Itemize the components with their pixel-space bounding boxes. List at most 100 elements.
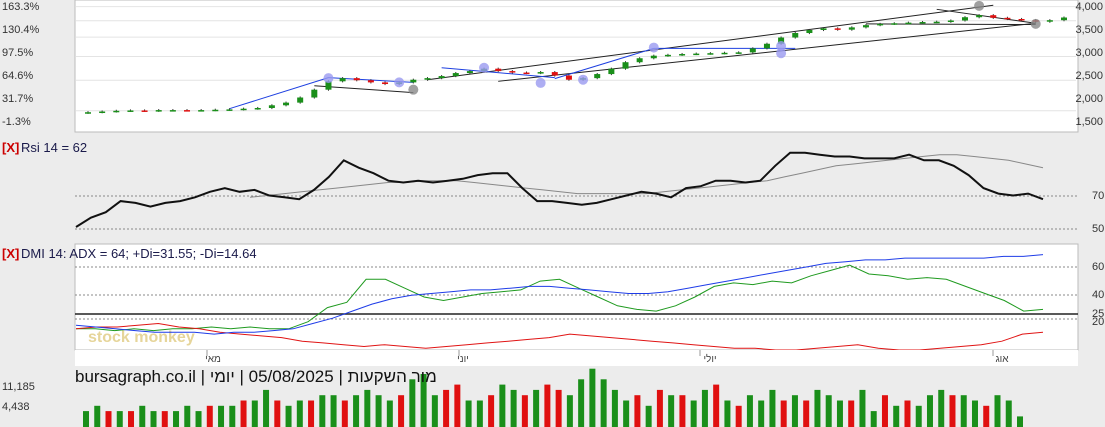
volume-bar — [431, 395, 438, 427]
volume-bar — [420, 374, 427, 427]
rsi-panel: [X] Rsi 14 = 62 70 50 — [2, 138, 1104, 240]
pattern-marker — [648, 42, 659, 53]
price-candle — [495, 67, 502, 73]
dmi-tick-20: 20 — [1092, 316, 1104, 328]
dmi-close-button[interactable]: [X] — [2, 246, 19, 261]
pattern-marker — [323, 73, 334, 84]
pattern-marker — [535, 77, 546, 88]
volume-bar — [274, 400, 281, 427]
price-candle — [382, 81, 389, 86]
volume-bar — [679, 395, 686, 427]
volume-bar — [161, 411, 168, 427]
rsi-ma-line — [249, 154, 1044, 198]
price-left-tick-4: 64.6% — [2, 70, 33, 82]
price-candle — [297, 96, 304, 104]
price-right-tick-3: 3,000 — [1075, 47, 1103, 59]
volume-bar — [589, 368, 596, 427]
volume-bar — [735, 405, 742, 427]
price-candle — [961, 16, 968, 22]
price-candle — [1004, 16, 1011, 21]
rsi-label: Rsi 14 = 62 — [21, 140, 87, 155]
price-candle — [721, 51, 728, 55]
price-candle — [85, 111, 91, 114]
volume-bar — [836, 400, 843, 427]
channel-upper-line — [427, 4, 994, 81]
volume-bar — [994, 395, 1001, 427]
volume-bar — [668, 395, 675, 427]
volume-bar — [443, 389, 450, 427]
volume-bar — [375, 395, 382, 427]
volume-bar — [386, 400, 393, 427]
price-candle — [113, 109, 120, 113]
rsi-tick-70: 70 — [1092, 190, 1104, 202]
volume-bar — [544, 384, 551, 427]
pattern-marker — [776, 41, 787, 52]
price-candle — [608, 67, 615, 76]
volume-bar — [915, 405, 922, 427]
rsi-line — [75, 151, 1044, 228]
price-candle — [452, 72, 459, 78]
volume-bar — [690, 400, 697, 427]
volume-bar — [881, 395, 888, 427]
price-right-tick-4: 2,500 — [1075, 70, 1103, 82]
price-candle — [834, 27, 841, 31]
volume-bar — [173, 411, 180, 427]
dmi-tick-40: 40 — [1092, 289, 1104, 301]
price-candle — [565, 74, 572, 81]
pattern-marker — [479, 62, 490, 73]
volume-bar — [510, 389, 517, 427]
volume-bar — [600, 379, 607, 427]
volume-bar — [105, 411, 112, 427]
volume-bar — [240, 400, 247, 427]
pattern-marker — [974, 0, 985, 11]
price-candle — [353, 77, 360, 82]
price-candle — [749, 47, 756, 54]
volume-bar — [859, 389, 866, 427]
volume-bar — [454, 384, 461, 427]
price-candle — [693, 52, 700, 56]
volume-bar — [701, 389, 708, 427]
volume-bar — [83, 411, 89, 427]
volume-bar — [971, 400, 978, 427]
volume-bar — [611, 389, 618, 427]
plus-di-line — [76, 264, 1044, 332]
volume-tick-1: 11,185 — [2, 381, 35, 393]
price-candle — [509, 70, 516, 74]
volume-tick-2: 4,438 — [2, 401, 30, 413]
price-candle — [551, 71, 558, 77]
price-candle — [523, 71, 530, 75]
info-line: bursagraph.co.il | מור השקעות | 05/08/20… — [75, 367, 437, 386]
price-left-tick-2: 130.4% — [2, 24, 40, 36]
volume-bar — [128, 411, 135, 427]
price-candle — [679, 52, 686, 56]
price-right-tick-2: 3,500 — [1075, 24, 1103, 36]
price-candle — [226, 108, 233, 111]
price-candle — [99, 110, 106, 114]
price-candle — [283, 101, 290, 107]
volume-bar — [330, 395, 337, 427]
volume-bar — [758, 400, 765, 427]
dmi-panel: stock monkey [X] DMI 14: ADX = 64; +Di=3… — [2, 243, 1104, 351]
volume-bar — [465, 400, 472, 427]
volume-bar — [949, 395, 956, 427]
watermark: stock monkey — [88, 329, 195, 346]
price-candle — [877, 22, 884, 27]
volume-bar — [184, 405, 191, 427]
volume-bar — [645, 405, 652, 427]
price-candle — [1018, 17, 1025, 22]
price-candle — [622, 61, 629, 70]
volume-bar — [634, 395, 641, 427]
volume-bar — [893, 405, 900, 427]
volume-bar — [139, 405, 146, 427]
volume-bar — [94, 405, 101, 427]
price-candle — [1046, 19, 1053, 23]
volume-bar — [746, 395, 753, 427]
volume-bar — [791, 395, 798, 427]
price-candle — [919, 20, 926, 24]
volume-bar — [656, 389, 663, 427]
pattern-marker — [408, 84, 419, 95]
volume-bar — [566, 395, 573, 427]
rsi-close-button[interactable]: [X] — [2, 140, 19, 155]
price-right-tick-6: 1,500 — [1075, 116, 1103, 128]
trend-line-3 — [441, 67, 555, 79]
